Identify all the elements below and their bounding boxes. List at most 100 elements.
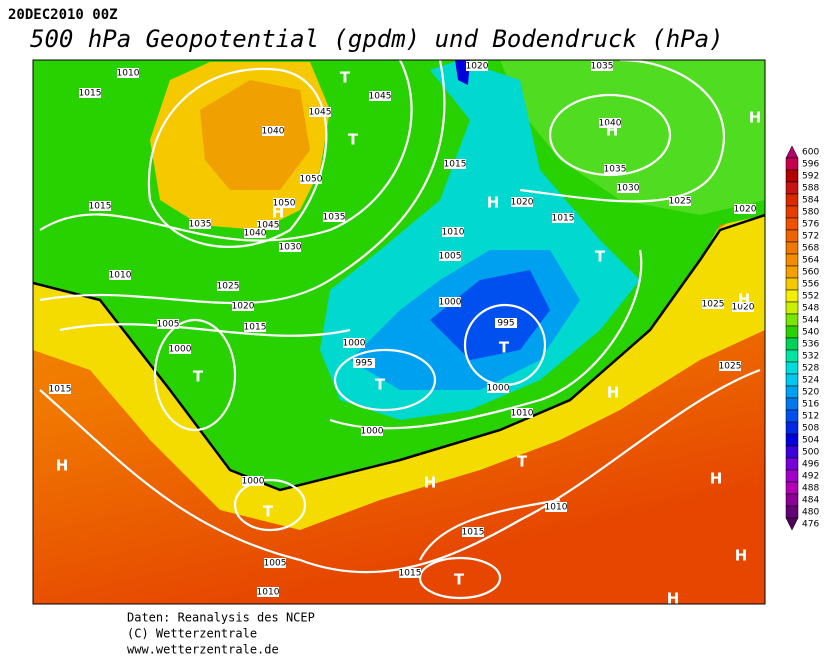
scale-label: 548 [802,304,819,314]
isobar-label: 1015 [244,323,267,333]
isobar-label: 1000 [487,384,510,394]
isobar-label-bg [309,107,331,117]
pressure-center: T [340,69,351,87]
isobar-label: 1035 [189,220,212,230]
scale-box [785,493,799,507]
isobar-label: 1045 [369,92,392,102]
trough-core [430,270,550,360]
pressure-center: T [193,368,204,386]
552-line [33,213,765,492]
isobar-label-bg [719,361,741,371]
isobar-label: 1020 [511,198,534,208]
isobar [59,323,351,337]
scale-box [785,265,799,279]
isobar [39,368,761,574]
isobar [39,60,446,305]
color-scale: 600 596 592 588 584 580 576 572 568 564 560 556 552 5… [785,145,819,531]
isobar [329,249,643,430]
scale-label: 588 [802,184,819,194]
isobar-label-bg [439,251,461,261]
scale-cap [785,517,799,531]
title: 500 hPa Geopotential (gpdm) und Bodendru… [30,25,724,53]
pressure-center: H [607,384,620,402]
scale-label: 600 [802,148,819,158]
isobar-label: 1025 [719,362,742,372]
isobar-label: 1020 [466,62,489,72]
isobar-label: 1000 [439,298,462,308]
scale-label: 592 [802,172,819,182]
scale-label: 480 [802,508,819,518]
scale-label: 540 [802,328,819,338]
isobar-label-bg [79,88,101,98]
isobar-label: 1035 [604,165,627,175]
scale-label: 520 [802,388,819,398]
map-frame [32,59,766,605]
isobar-label: 1000 [343,339,366,349]
isobar-label-bg [323,212,345,222]
scale-label: 524 [802,376,819,386]
isobar-label: 1010 [257,588,280,598]
scale-box [785,241,799,255]
pressure-center: T [375,376,386,394]
isobar-label: 1045 [309,108,332,118]
scale-box [785,349,799,363]
isobar-label-bg [244,228,266,238]
isobar-label: 1035 [323,213,346,223]
isobar-label: 1000 [242,477,265,487]
pressure-center: H [738,291,751,309]
scale-label: 552 [802,292,819,302]
isobar-label-bg [617,183,639,193]
isobar-label-bg [257,587,279,597]
scale-label: 584 [802,196,819,206]
isobar-label-bg [361,426,383,436]
scale-box [785,301,799,315]
isobar-label-bg [244,322,266,332]
scale-label: 572 [802,232,819,242]
pressure-center: H [749,109,762,127]
isobar-label: 1020 [232,302,255,312]
isobar-label: 995 [355,359,372,369]
isobar-label-bg [262,126,284,136]
isobar-label-bg [511,197,533,207]
scale-label: 596 [802,160,819,170]
isobar-label-bg [232,301,254,311]
isobar-label-bg [545,502,567,512]
isobar-label-bg [462,527,484,537]
pressure-center: T [595,248,606,266]
scale-label: 496 [802,460,819,470]
isobar-label-bg [669,196,691,206]
isobar-label: 1005 [264,559,287,569]
isobar-label-bg [732,302,754,312]
isobar-label: 1005 [439,252,462,262]
isobar-label: 1040 [244,229,267,239]
isobar-label: 1015 [462,528,485,538]
scale-label: 500 [802,448,819,458]
scale-box [785,433,799,447]
isobar-label-bg [89,201,111,211]
isobar-label-bg [604,164,626,174]
isobar-label-bg [343,338,365,348]
isobar-label-bg [169,344,191,354]
pressure-center: H [606,122,619,140]
isobar-label: 1025 [669,197,692,207]
scale-label: 556 [802,280,819,290]
isobar-label: 1010 [117,69,140,79]
isobar-label: 1005 [157,320,180,330]
scale-box [785,313,799,327]
isobar-label: 1050 [300,175,323,185]
scale-box [785,337,799,351]
isobar-label-bg [511,408,533,418]
scale-cap [785,145,799,159]
pressure-center: H [710,470,723,488]
isobar [233,478,307,532]
isobar-label: 1010 [511,409,534,419]
isobar-label-bg [369,91,391,101]
scale-label: 576 [802,220,819,230]
scale-box [785,157,799,171]
scale-label: 488 [802,484,819,494]
footer-line: (C) Wetterzentrale [127,627,257,641]
isobar-label-bg [264,558,286,568]
isobar-label: 1040 [262,127,285,137]
isobar [333,348,437,412]
scale-label: 544 [802,316,819,326]
